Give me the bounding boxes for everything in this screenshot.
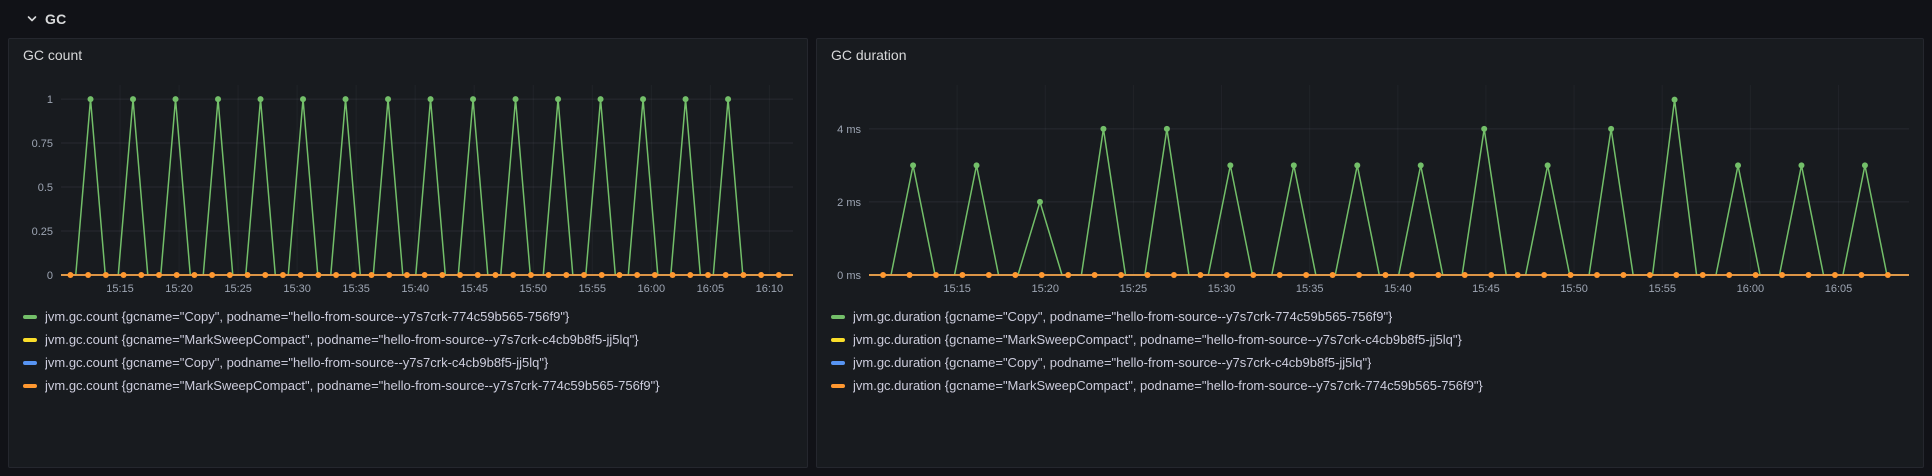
svg-text:15:50: 15:50 (519, 283, 547, 295)
svg-text:16:05: 16:05 (1825, 283, 1853, 295)
gc-duration-chart[interactable]: 15:15 15:20 15:25 15:30 15:35 15:40 15:45 15:50… (817, 71, 1923, 303)
legend-label: jvm.gc.count {gcname="MarkSweepCompact",… (45, 378, 660, 393)
panel-header[interactable]: GC duration (817, 39, 1923, 71)
svg-text:15:35: 15:35 (342, 283, 370, 295)
gc-count-legend: jvm.gc.count {gcname="Copy", podname="he… (9, 305, 807, 397)
svg-text:15:40: 15:40 (401, 283, 429, 295)
row-header-gc[interactable]: GC (0, 0, 1932, 38)
svg-text:15:50: 15:50 (1560, 283, 1588, 295)
svg-text:16:10: 16:10 (756, 283, 784, 295)
svg-text:15:20: 15:20 (165, 283, 193, 295)
svg-text:2 ms: 2 ms (837, 197, 861, 209)
legend-item[interactable]: jvm.gc.duration {gcname="Copy", podname=… (831, 305, 1913, 328)
legend-item[interactable]: jvm.gc.count {gcname="Copy", podname="he… (23, 305, 797, 328)
svg-text:15:30: 15:30 (283, 283, 311, 295)
legend-item[interactable]: jvm.gc.count {gcname="MarkSweepCompact",… (23, 328, 797, 351)
svg-text:15:15: 15:15 (943, 283, 971, 295)
svg-text:15:15: 15:15 (106, 283, 134, 295)
series-color-swatch (831, 314, 845, 319)
legend-item[interactable]: jvm.gc.duration {gcname="MarkSweepCompac… (831, 328, 1913, 351)
legend-item[interactable]: jvm.gc.duration {gcname="Copy", podname=… (831, 351, 1913, 374)
svg-text:0.5: 0.5 (38, 182, 53, 194)
legend-label: jvm.gc.duration {gcname="Copy", podname=… (853, 355, 1372, 370)
svg-text:16:00: 16:00 (1737, 283, 1765, 295)
series-color-swatch (23, 337, 37, 342)
svg-text:15:40: 15:40 (1384, 283, 1412, 295)
svg-text:16:05: 16:05 (697, 283, 725, 295)
svg-text:15:25: 15:25 (224, 283, 252, 295)
svg-text:15:25: 15:25 (1120, 283, 1148, 295)
legend-label: jvm.gc.count {gcname="Copy", podname="he… (45, 309, 570, 324)
series-color-swatch (831, 360, 845, 365)
svg-text:0 ms: 0 ms (837, 270, 861, 282)
svg-text:16:00: 16:00 (638, 283, 666, 295)
legend-label: jvm.gc.count {gcname="MarkSweepCompact",… (45, 332, 639, 347)
svg-text:15:30: 15:30 (1208, 283, 1236, 295)
svg-text:15:20: 15:20 (1032, 283, 1060, 295)
svg-text:15:35: 15:35 (1296, 283, 1324, 295)
series-color-swatch (831, 383, 845, 388)
legend-item[interactable]: jvm.gc.count {gcname="Copy", podname="he… (23, 351, 797, 374)
legend-label: jvm.gc.duration {gcname="Copy", podname=… (853, 309, 1393, 324)
series-color-swatch (23, 314, 37, 319)
gc-count-chart[interactable]: 15:15 15:20 15:25 15:30 15:35 15:40 15:45 15:50… (9, 71, 807, 303)
svg-text:0: 0 (47, 270, 53, 282)
panel-header[interactable]: GC count (9, 39, 807, 71)
panel-title: GC duration (831, 47, 907, 63)
svg-text:0.75: 0.75 (32, 138, 53, 150)
series-color-swatch (23, 383, 37, 388)
svg-text:15:45: 15:45 (460, 283, 488, 295)
row-title: GC (45, 11, 67, 27)
svg-text:15:45: 15:45 (1472, 283, 1500, 295)
legend-label: jvm.gc.count {gcname="Copy", podname="he… (45, 355, 549, 370)
series-color-swatch (831, 337, 845, 342)
svg-text:1: 1 (47, 94, 53, 106)
svg-text:15:55: 15:55 (579, 283, 607, 295)
svg-text:0.25: 0.25 (32, 226, 53, 238)
panel-gc-duration: GC duration 15:15 15:20 15:25 15:30 15:35 15:… (816, 38, 1924, 468)
legend-item[interactable]: jvm.gc.count {gcname="MarkSweepCompact",… (23, 374, 797, 397)
legend-label: jvm.gc.duration {gcname="MarkSweepCompac… (853, 332, 1462, 347)
series-color-swatch (23, 360, 37, 365)
legend-label: jvm.gc.duration {gcname="MarkSweepCompac… (853, 378, 1483, 393)
legend-item[interactable]: jvm.gc.duration {gcname="MarkSweepCompac… (831, 374, 1913, 397)
panel-gc-count: GC count 15:15 15:20 15:25 15:30 15:35 15:40 1… (8, 38, 808, 468)
panel-row: GC count 15:15 15:20 15:25 15:30 15:35 15:40 1… (0, 38, 1932, 468)
chevron-down-icon (26, 13, 38, 25)
svg-text:4 ms: 4 ms (837, 124, 861, 136)
panel-title: GC count (23, 47, 83, 63)
gc-duration-legend: jvm.gc.duration {gcname="Copy", podname=… (817, 305, 1923, 397)
svg-text:15:55: 15:55 (1648, 283, 1676, 295)
